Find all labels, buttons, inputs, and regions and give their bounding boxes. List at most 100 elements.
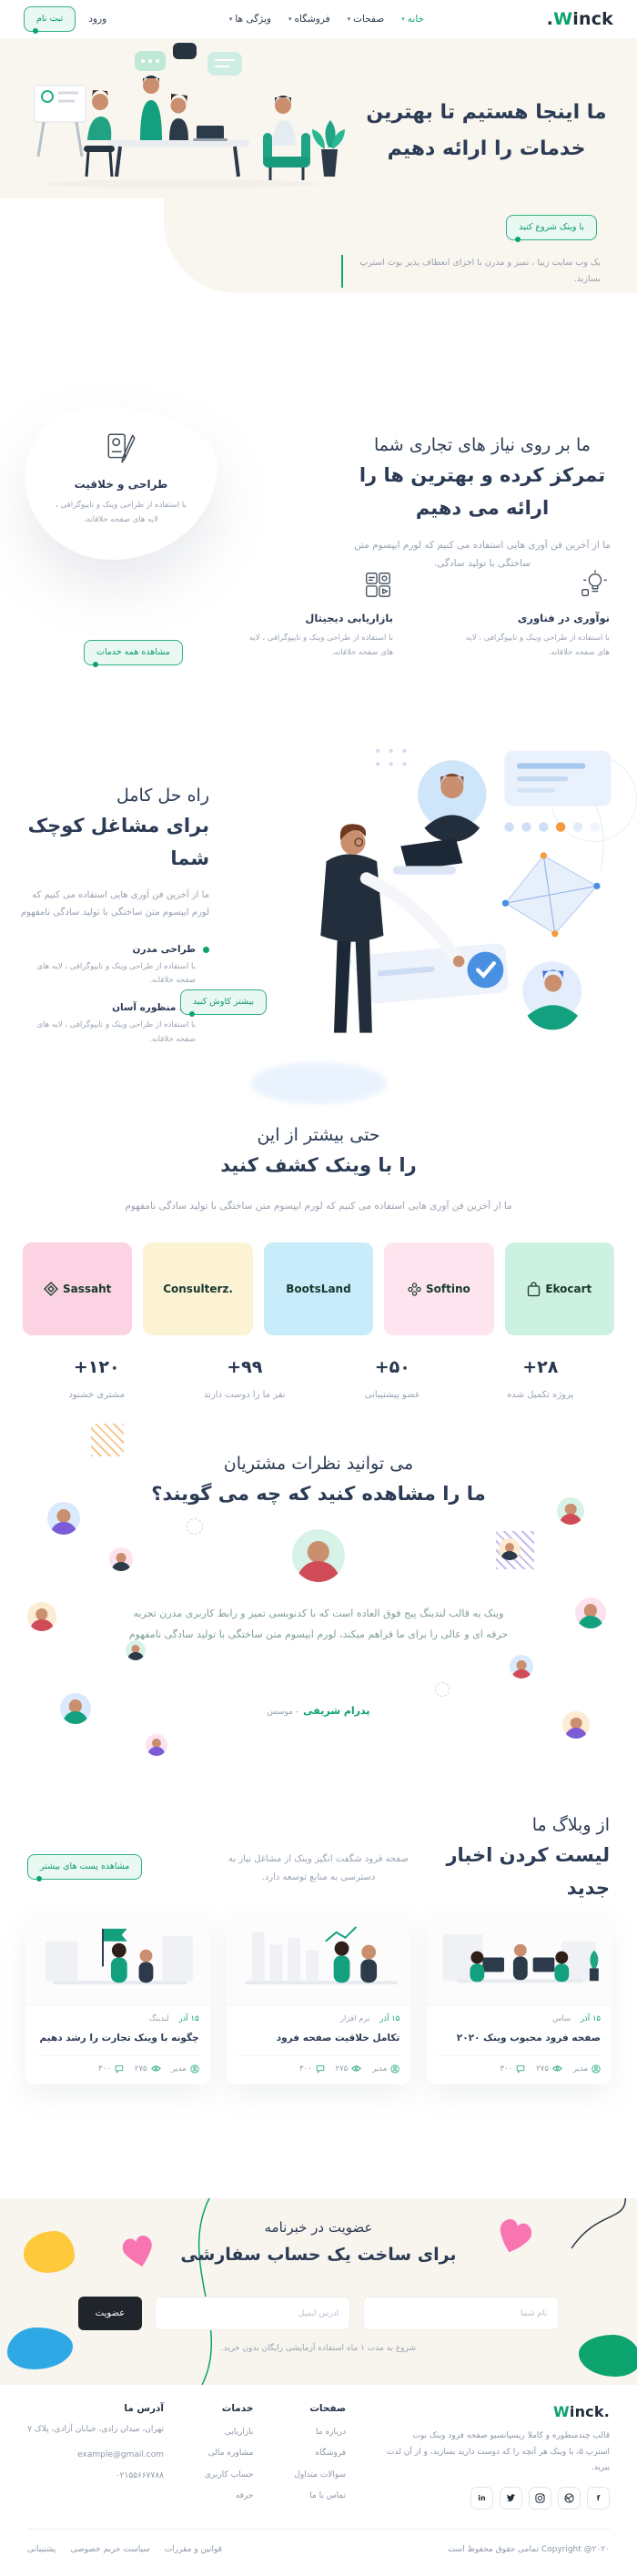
privacy-link[interactable]: سیاست حریم خصوصی (70, 2544, 150, 2554)
services-title: ما بر روی نیاز های تجاری شما تمرکز کرده … (359, 435, 606, 519)
softino-clover-icon (408, 1282, 421, 1296)
post-footer-meta: مدیر ۲۷۵ ۳۰۰ (237, 2054, 400, 2074)
comment-icon (115, 2064, 124, 2074)
email-text[interactable]: example@gmail.com (77, 2450, 164, 2460)
comment-icon (316, 2064, 324, 2074)
post-title-link[interactable]: چگونه با وینک تجارت را رشد دهیم (39, 2033, 199, 2044)
footer-column-title: آدرس ما (124, 2403, 164, 2414)
hero-note: یک وب سایت زیبا ، تمیز و مدرن با اجزای ا… (341, 255, 601, 289)
testimonial-author: پدرام شریفی - موسس (267, 1705, 370, 1717)
post-category[interactable]: نرم افزار (339, 2014, 370, 2023)
post-views: ۲۷۵ (536, 2064, 562, 2074)
post-views: ۲۷۵ (336, 2064, 362, 2074)
footer-bottom-bar: Copyright @۲۰۲۰ تمامی حقوق محفوظ است قوا… (27, 2529, 610, 2569)
innovation-icon (581, 570, 607, 596)
logo-text: inck (572, 9, 613, 29)
post-title-link[interactable]: صفحه فرود محبوب وینک ۲۰۲۰ (456, 2033, 601, 2044)
brand-softino[interactable]: Softino (384, 1242, 494, 1335)
decor-dashed-circle (187, 1518, 203, 1535)
dribbble-icon[interactable] (558, 2486, 581, 2510)
linkedin-icon[interactable]: in (470, 2486, 493, 2510)
stat-support: +۵۰ عضو پیشتیبانی (364, 1357, 420, 1400)
stats-row: +۲۸ پروژه تکمیل شده +۵۰ عضو پیشتیبانی +۹۹ ن… (23, 1357, 614, 1401)
decor-blob (250, 1062, 387, 1104)
copyright-text: Copyright @۲۰۲۰ تمامی حقوق محفوظ است (447, 2544, 610, 2554)
footer-link-pro[interactable]: حرفه (235, 2491, 254, 2501)
instagram-icon[interactable] (529, 2486, 551, 2510)
author-icon (592, 2064, 601, 2074)
footer-link-marketing[interactable]: بازاریابی (224, 2428, 254, 2437)
post-title-link[interactable]: تکامل خلاقیت صفحه فرود (276, 2033, 400, 2044)
decor-blob-yellow (24, 2231, 75, 2273)
footer: .Winck قالب چندمنظوره و کاملا ریسپانسیو … (0, 2385, 637, 2576)
top-navigation-bar: .Winck خانه صفحات فروشگاه ویژگی ها ورود … (0, 0, 637, 38)
footer-services-column: خدمات بازاریابی مشاوره مالی حساب کاربری … (205, 2403, 254, 2510)
blog-posts-row: ۱۵ آذر ساس صفحه فرود محبوب وینک ۲۰۲۰ مدی… (25, 1914, 612, 2084)
solution-bullets: طراحی مدرن با استفاده از طراحی وینک و تا… (16, 944, 209, 1047)
footer-columns: .Winck قالب چندمنظوره و کاملا ریسپانسیو … (0, 2385, 637, 2510)
post-footer-meta: مدیر ۲۷۵ ۳۰۰ (438, 2054, 601, 2074)
blog-title: از وبلاگ ما لیست کردن اخبار جدید (446, 1815, 610, 1899)
nav-item-home[interactable]: خانه (401, 14, 424, 25)
footer-winck-logo[interactable]: .Winck (553, 2403, 610, 2420)
blog-section: از وبلاگ ما لیست کردن اخبار جدید صفحه فر… (0, 1798, 637, 2198)
post-date: ۱۵ آذر (178, 2014, 199, 2023)
feature-innovation[interactable]: نوآوری در فناوری با استفاده از طراحی وین… (460, 569, 610, 660)
logo-mark: W (553, 9, 573, 29)
post-category[interactable]: ساس (552, 2014, 571, 2023)
blog-post-card[interactable]: ۱۵ آذر نرم افزار تکامل خلاقیت صفحه فرود … (226, 1914, 411, 2084)
nav-item-shop[interactable]: فروشگاه (288, 14, 329, 25)
brand-bootsland[interactable]: BootsLand (263, 1242, 374, 1335)
brand-sassaht[interactable]: Sassaht (22, 1242, 133, 1335)
ekocart-bag-icon (528, 1281, 541, 1296)
brand-logos-row: Ekocart Softino BootsLand Consulterz. Sa… (22, 1242, 614, 1335)
email-input[interactable] (155, 2297, 351, 2330)
terms-link[interactable]: قوانین و مقررات (164, 2544, 222, 2554)
nav-item-pages[interactable]: صفحات (348, 14, 384, 25)
solution-title: راه حل کامل برای مشاغل کوچک شما (27, 786, 209, 869)
address-text: تهران، میدان زادی، خیابان آزادی، پلاک ۷ (27, 2425, 164, 2434)
feature-digital-marketing[interactable]: بازاریابی دیجیتال با استفاده از طراحی وی… (243, 569, 393, 660)
author-icon (189, 2064, 199, 2074)
explore-more-button[interactable]: بیشتر کاوش کنید (180, 989, 267, 1017)
blog-post-card[interactable]: ۱۵ آذر لندینگ چگونه با وینک تجارت را رشد… (25, 1914, 210, 2084)
footer-link-about[interactable]: درباره ما (316, 2428, 347, 2437)
subscribe-button[interactable]: عضویت (77, 2297, 143, 2330)
brand-ekocart[interactable]: Ekocart (504, 1242, 614, 1335)
post-views: ۲۷۵ (135, 2064, 161, 2074)
twitter-icon[interactable] (500, 2486, 522, 2510)
hero-cta-button[interactable]: با وینک شروع کنید (506, 215, 597, 242)
login-link[interactable]: ورود (88, 14, 107, 25)
signup-button[interactable]: ثبت نام (24, 6, 76, 34)
eye-icon (150, 2065, 161, 2072)
support-link[interactable]: پشتیبانی (27, 2544, 56, 2554)
footer-link-account[interactable]: حساب کاربری (204, 2470, 254, 2480)
hero-section: ما اینجا هستیم تا بهترین خدمات را ارائه … (0, 38, 637, 296)
name-input[interactable] (363, 2297, 560, 2330)
view-all-services-button[interactable]: مشاهده همه خدمات (84, 640, 183, 667)
footer-link-contact[interactable]: تماس با ما (309, 2491, 347, 2501)
winck-logo[interactable]: .Winck (547, 9, 613, 29)
footer-link-faq[interactable]: سوالات متداول (294, 2470, 347, 2480)
brand-consulterz[interactable]: Consulterz. (143, 1242, 253, 1335)
discover-section: حتی بیشتر از این را با وینک کشف کنید ما … (0, 1060, 637, 1411)
view-more-posts-button[interactable]: مشاهده پست های بیشتر (27, 1854, 143, 1881)
nav-item-features[interactable]: ویژگی ها (229, 14, 271, 25)
digital-marketing-icon (366, 573, 390, 597)
newsletter-form: عضویت (0, 2297, 637, 2330)
newsletter-title: عضویت در خبرنامه برای ساخت یک حساب سفارش… (180, 2219, 457, 2265)
customer-avatar (557, 1497, 584, 1525)
testimonial-quote: وینک یه قالب لندینگ پیج فوق العاده است ک… (128, 1607, 509, 1640)
stat-projects: +۲۸ پروژه تکمیل شده (507, 1357, 574, 1400)
stat-customers: +۱۲۰ مشتری خشنود (68, 1357, 126, 1400)
customer-avatar (27, 1602, 56, 1631)
phone-text[interactable]: ۰۲۱۵۵۶۶۷۷۸۸ (115, 2471, 164, 2481)
customer-avatar (510, 1655, 533, 1678)
footer-link-finance[interactable]: مشاوره مالی (207, 2449, 254, 2459)
footer-link-shop[interactable]: فروشگاه (315, 2449, 347, 2459)
service-card-design[interactable]: طراحی و خلاقیت با استفاده از طراحی وینک … (25, 407, 217, 560)
customer-avatar (575, 1597, 606, 1628)
post-category[interactable]: لندینگ (148, 2014, 169, 2023)
blog-post-card[interactable]: ۱۵ آذر ساس صفحه فرود محبوب وینک ۲۰۲۰ مدی… (427, 1914, 612, 2084)
facebook-icon[interactable]: f (587, 2486, 610, 2510)
